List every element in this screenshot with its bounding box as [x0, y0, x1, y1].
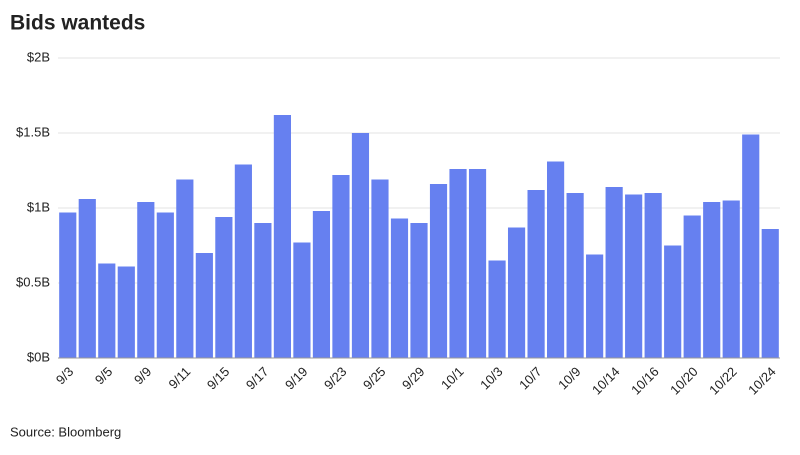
x-tick-label: 9/17	[243, 364, 272, 393]
x-tick-label: 10/20	[667, 364, 701, 398]
bar	[742, 134, 760, 358]
bar	[78, 199, 96, 358]
y-tick-label: $0.5B	[16, 274, 50, 289]
bar	[566, 193, 584, 358]
x-tick-label: 9/23	[321, 364, 350, 393]
x-tick-label: 9/9	[131, 364, 154, 387]
bar	[156, 212, 174, 358]
bar	[59, 212, 77, 358]
bar	[586, 254, 604, 358]
bar	[722, 200, 740, 358]
bar	[547, 161, 565, 358]
bar	[605, 187, 623, 358]
bar	[234, 164, 252, 358]
bar	[215, 217, 233, 358]
bar	[664, 245, 682, 358]
bar	[117, 266, 135, 358]
bar	[254, 223, 272, 358]
x-tick-label: 9/19	[282, 364, 311, 393]
bar	[293, 242, 311, 358]
x-tick-label: 9/3	[53, 364, 76, 387]
bar	[137, 202, 155, 358]
x-tick-label: 10/22	[706, 364, 740, 398]
bar	[449, 169, 467, 358]
bar	[312, 211, 331, 358]
x-tick-label: 9/29	[399, 364, 428, 393]
x-tick-label: 10/1	[438, 364, 467, 393]
y-tick-label: $2B	[27, 49, 50, 64]
bar	[488, 260, 506, 358]
bar	[683, 215, 701, 358]
bar	[410, 223, 428, 358]
bar	[98, 263, 116, 358]
bar	[176, 179, 194, 358]
bar	[644, 193, 662, 358]
bar	[390, 218, 409, 358]
bar	[761, 229, 779, 358]
bar	[468, 169, 487, 358]
x-tick-label: 10/16	[628, 364, 662, 398]
x-tick-label: 10/24	[745, 364, 779, 398]
chart-title: Bids wanteds	[10, 12, 145, 35]
x-tick-label: 9/25	[360, 364, 389, 393]
x-tick-label: 9/5	[92, 364, 115, 387]
bar	[371, 179, 389, 358]
bar	[703, 202, 721, 358]
bar	[429, 184, 448, 358]
x-tick-label: 10/14	[589, 364, 623, 398]
x-tick-label: 10/9	[555, 364, 584, 393]
source: Source: Bloomberg	[10, 424, 121, 439]
y-tick-label: $0B	[27, 349, 50, 364]
bar	[351, 133, 370, 358]
bar	[625, 194, 643, 358]
x-tick-label: 10/7	[516, 364, 545, 393]
bar	[195, 253, 213, 358]
y-tick-label: $1.5B	[16, 124, 50, 139]
bar	[507, 227, 526, 358]
bar	[332, 175, 350, 358]
bar	[527, 190, 545, 358]
y-tick-label: $1B	[27, 199, 50, 214]
x-tick-label: 9/15	[204, 364, 233, 393]
bar	[273, 115, 291, 358]
x-tick-label: 10/3	[477, 364, 506, 393]
x-tick-label: 9/11	[166, 364, 194, 392]
